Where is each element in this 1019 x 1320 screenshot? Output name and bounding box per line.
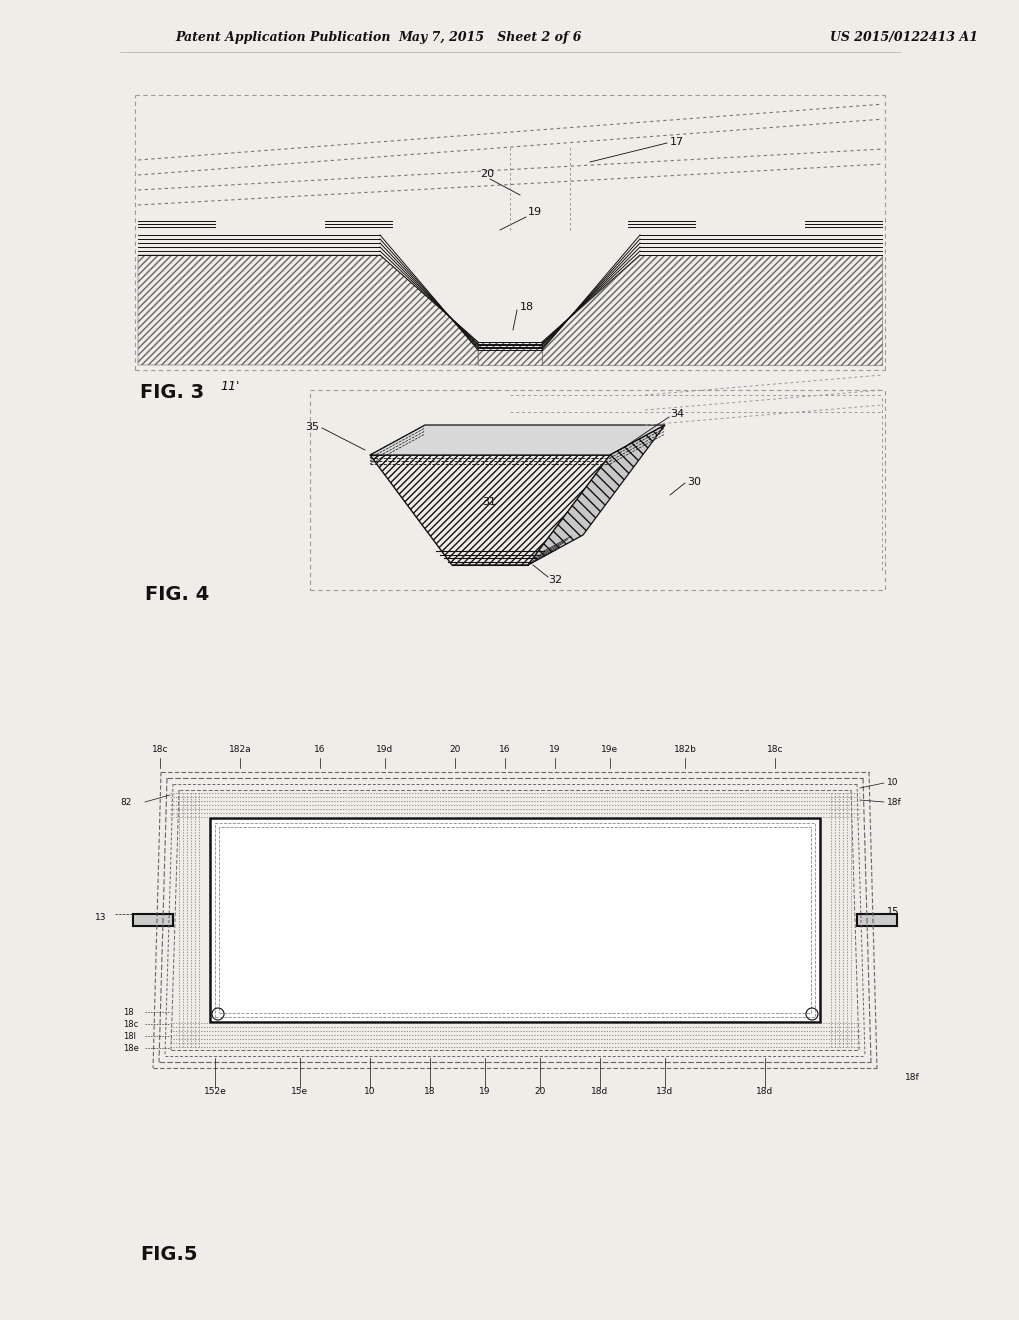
Text: May 7, 2015   Sheet 2 of 6: May 7, 2015 Sheet 2 of 6 [397,32,581,45]
Text: 30: 30 [687,477,700,487]
Bar [132,913,173,927]
Text: 152e: 152e [204,1086,226,1096]
Text: 18d: 18d [591,1086,608,1096]
Text: 15: 15 [887,907,899,917]
Text: 182a: 182a [228,744,251,754]
Text: 18c: 18c [123,1020,139,1030]
Text: 11': 11' [220,380,239,393]
Polygon shape [370,455,609,565]
Text: 19e: 19e [601,744,618,754]
Text: 32: 32 [547,576,561,585]
Text: 16: 16 [498,744,511,754]
Text: 18c: 18c [152,744,168,754]
Text: 20: 20 [449,744,461,754]
Text: 18: 18 [123,1008,133,1016]
Text: 15e: 15e [291,1086,309,1096]
Text: 31: 31 [482,498,495,507]
Polygon shape [528,425,664,565]
Text: 19: 19 [528,207,541,216]
Polygon shape [370,425,664,455]
Text: 18f: 18f [887,799,901,807]
Text: 18d: 18d [756,1086,772,1096]
Text: 82: 82 [120,799,131,807]
Text: 18f: 18f [904,1073,919,1082]
Text: 18: 18 [520,302,534,312]
Text: 34: 34 [669,409,684,418]
Text: 20: 20 [480,169,493,180]
Bar [210,818,819,1022]
Text: 19: 19 [548,744,560,754]
Text: 13d: 13d [656,1086,673,1096]
Text: 13: 13 [95,913,106,921]
Text: FIG. 3: FIG. 3 [140,383,204,403]
Text: 182b: 182b [673,744,696,754]
Text: 18l: 18l [123,1032,136,1041]
Text: US 2015/0122413 A1: US 2015/0122413 A1 [829,32,977,45]
Bar [219,828,810,1012]
Bar [215,822,814,1016]
Text: 19: 19 [479,1086,490,1096]
Text: 18e: 18e [123,1044,139,1053]
Text: 19d: 19d [376,744,393,754]
Text: 10: 10 [887,777,898,787]
Text: 10: 10 [364,1086,375,1096]
Text: 16: 16 [314,744,325,754]
Text: FIG. 4: FIG. 4 [145,585,209,605]
Bar [310,389,884,590]
Text: Patent Application Publication: Patent Application Publication [175,32,390,45]
Text: 18: 18 [424,1086,435,1096]
Bar [856,913,896,927]
Text: 35: 35 [305,422,319,432]
Text: FIG.5: FIG.5 [140,1245,198,1265]
Text: 20: 20 [534,1086,545,1096]
Text: 18c: 18c [766,744,783,754]
Text: 17: 17 [669,137,684,147]
